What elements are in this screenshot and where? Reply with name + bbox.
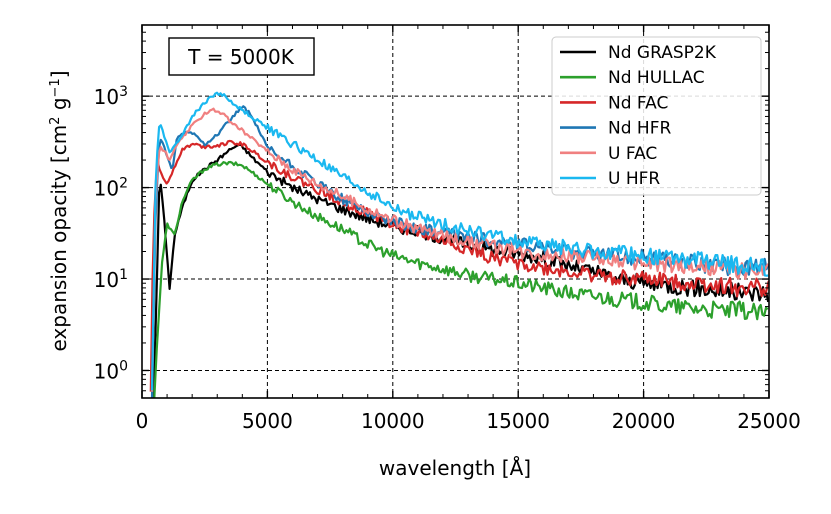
y-tick-label: 103 [94,84,128,109]
grid-lines [142,25,769,398]
x-tick-label: 5000 [242,409,293,433]
legend-label: U FAC [608,144,657,164]
series-line-nd-hullac [153,160,769,398]
plot-frame [141,24,770,399]
y-label-sup-g: −1 [48,78,63,97]
series-line-nd-grasp2k [151,143,769,398]
x-tick-label: 25000 [737,409,801,433]
x-tick-label: 0 [136,409,149,433]
legend-box [551,36,762,196]
series-line-u-hfr [150,91,769,391]
legend-items: Nd GRASP2K Nd HULLAC Nd FAC Nd HFR U FAC U HF… [560,43,717,189]
annotation-text: T = 5000K [187,45,295,69]
series-line-nd-hfr [150,105,769,398]
x-tick-label: 20000 [612,409,676,433]
y-label-sup-cm: 2 [48,117,63,125]
legend-label: Nd FAC [608,93,668,113]
legend-label: Nd HFR [608,119,671,139]
temperature-annotation: T = 5000K [168,37,315,76]
y-tick-label: 100 [94,358,128,383]
y-label-text: expansion opacity [cm [47,125,71,352]
x-tick-label: 10000 [361,409,425,433]
legend-label: U HFR [608,169,660,189]
y-label-close: ] [47,70,71,78]
annotation-box [168,37,315,76]
y-tick-labels: 100 101 102 103 [94,84,128,383]
y-tick-label: 101 [94,267,128,292]
series-layer [149,91,769,398]
x-axis-label: wavelength [Å] [379,456,531,480]
legend-label: Nd HULLAC [608,68,705,88]
y-axis-label: expansion opacity [cm2 g−1] [47,70,71,351]
x-tick-label: 15000 [486,409,550,433]
series-line-u-fac [150,107,769,392]
x-tick-labels: 0 5000 10000 15000 20000 25000 [136,409,801,433]
axis-ticks [141,25,770,398]
y-tick-label: 102 [94,176,128,201]
legend: Nd GRASP2K Nd HULLAC Nd FAC Nd HFR U FAC U HF… [551,36,762,196]
legend-label: Nd GRASP2K [608,43,717,63]
y-label-unit-g: g [47,97,71,116]
series-line-nd-fac [149,139,769,392]
